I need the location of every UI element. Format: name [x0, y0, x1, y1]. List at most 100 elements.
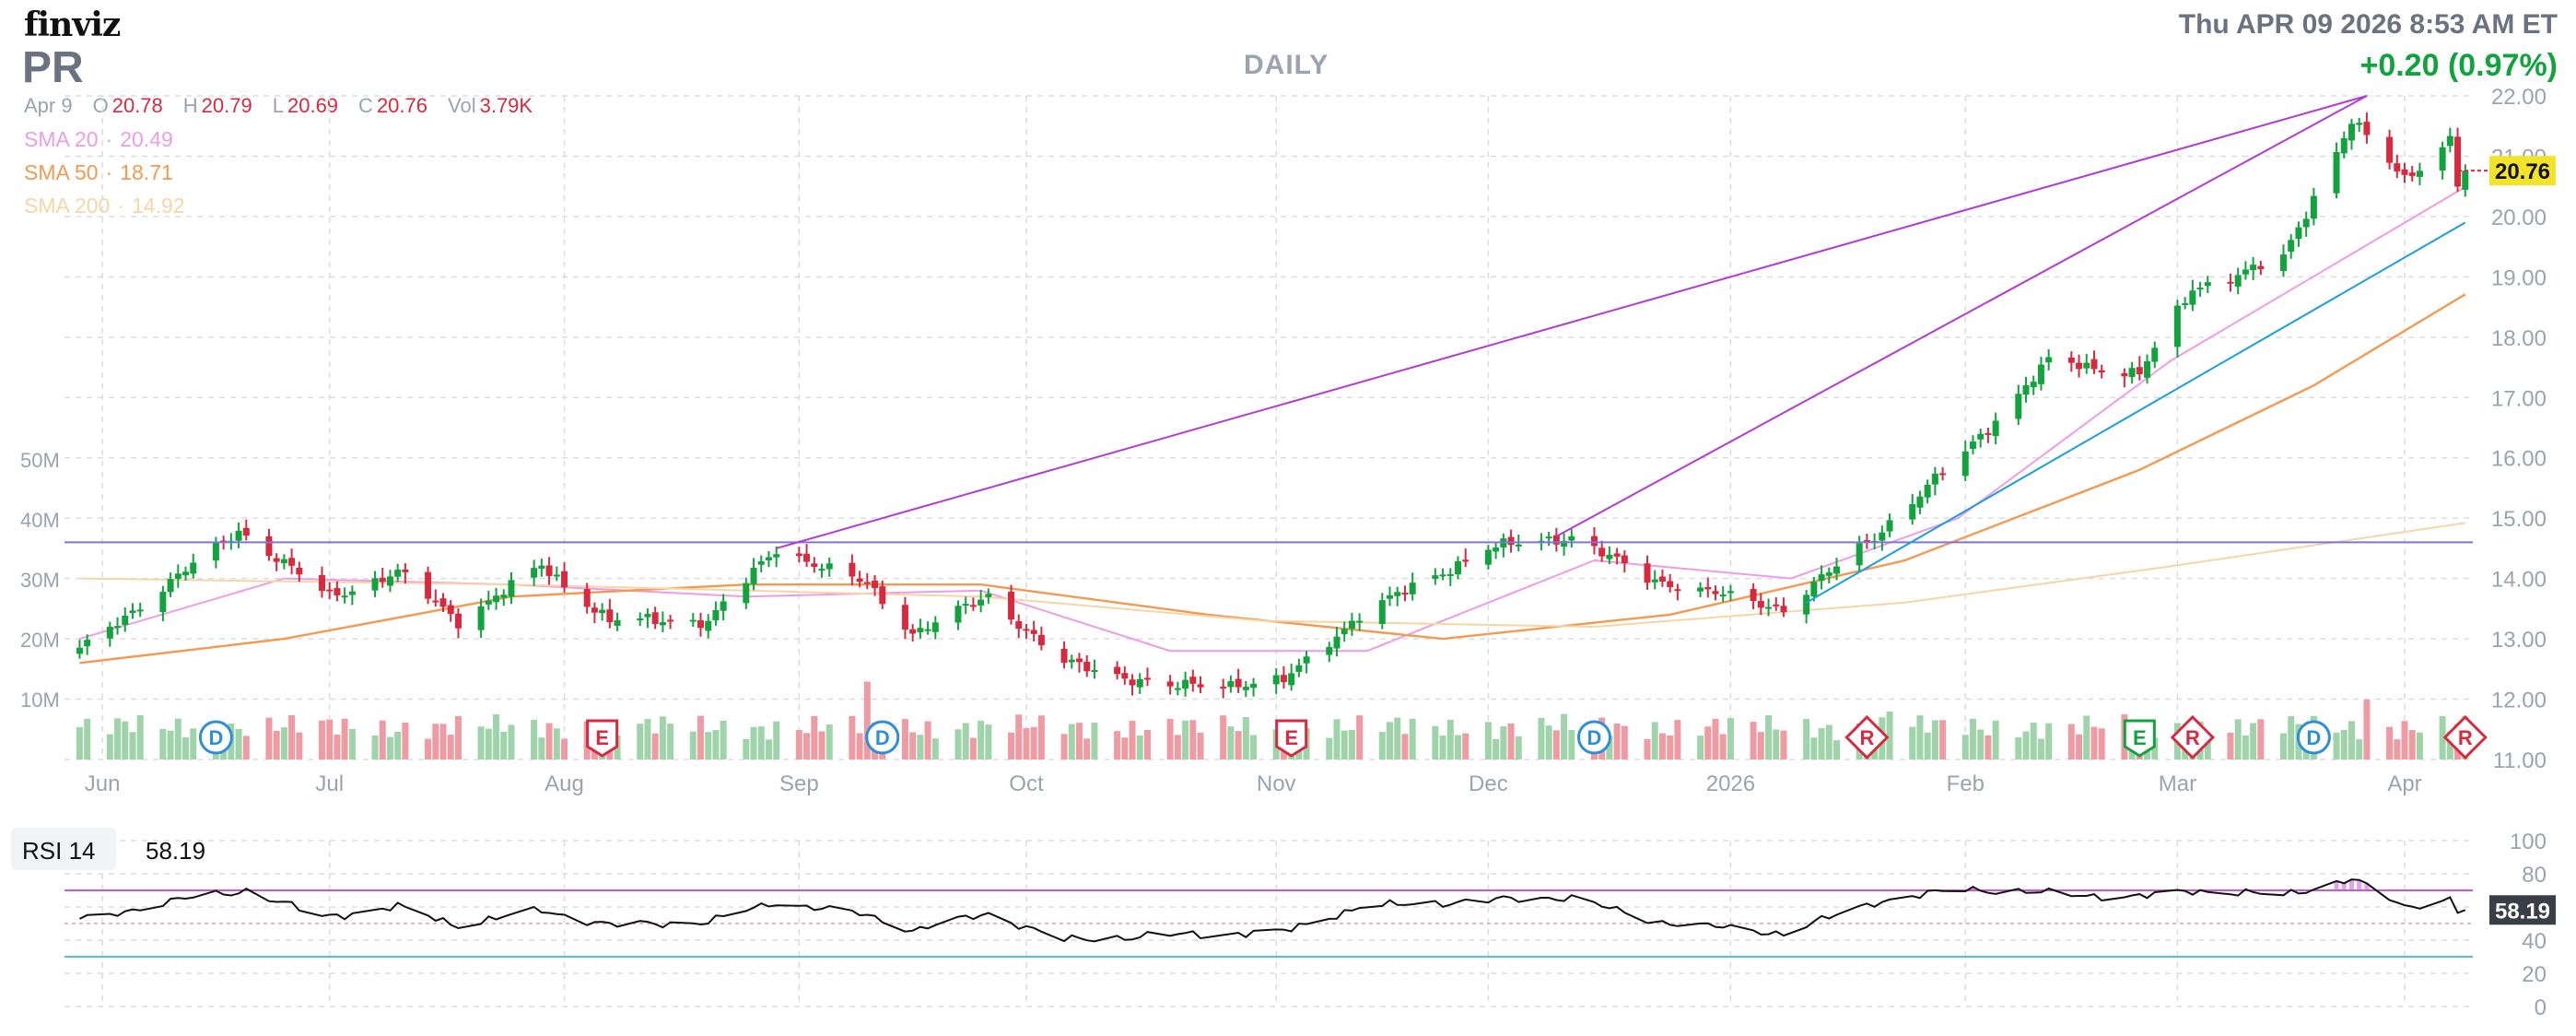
candle-body: [1727, 591, 1734, 594]
candle-body: [190, 562, 197, 574]
candle-body: [1568, 536, 1575, 541]
volume-bar: [1969, 718, 1976, 759]
candle-body: [1825, 572, 1832, 576]
volume-bar: [1712, 718, 1719, 759]
candle-body: [2250, 265, 2257, 271]
volume-bar: [1977, 729, 1985, 759]
volume-bar: [1507, 723, 1515, 759]
volume-bar: [1924, 732, 1931, 759]
high-label: H: [182, 94, 198, 117]
volume-bar: [1825, 724, 1832, 759]
month-tick-label: Aug: [544, 771, 584, 796]
candle-body: [129, 610, 136, 614]
volume-bar: [379, 720, 386, 759]
volume-bar: [651, 733, 659, 759]
candle-body: [909, 629, 917, 634]
candle-body: [1143, 677, 1151, 680]
volume-bar: [182, 736, 190, 759]
rsi-label-box[interactable]: [11, 828, 116, 870]
volume-bar: [2227, 732, 2234, 759]
dividend-marker: [1576, 720, 1611, 755]
sma50-legend[interactable]: SMA 50 · 18.71: [24, 160, 173, 184]
ohlc-date: Apr 9: [24, 94, 73, 117]
candle-body: [2045, 357, 2053, 363]
sma20-legend[interactable]: SMA 20 · 20.49: [24, 127, 173, 151]
volume-bar: [1174, 735, 1181, 759]
candle-body: [1272, 675, 1280, 685]
volume-bar: [454, 715, 462, 759]
candle-body: [1462, 559, 1469, 562]
rsi-value-tag-label: 58.19: [2495, 899, 2550, 924]
candle-body: [818, 569, 825, 571]
volume-tick-label: 20M: [20, 629, 60, 652]
volume-bar: [2234, 719, 2242, 759]
candle-body: [2333, 151, 2340, 194]
candle-body: [1280, 675, 1287, 682]
volume-bar: [1909, 726, 1916, 759]
month-tick-label: Feb: [1947, 771, 1985, 796]
candle-body: [856, 578, 863, 583]
volume-bar: [1765, 714, 1773, 759]
candle-body: [273, 558, 280, 562]
sma20-value: 20.49: [120, 127, 173, 151]
volume-bar: [1227, 726, 1235, 759]
volume-bar: [909, 732, 917, 759]
sma200-value: 14.92: [132, 194, 185, 218]
volume-tick-label: 30M: [20, 569, 60, 592]
candle-body: [432, 600, 439, 603]
volume-bar: [1561, 713, 1568, 759]
price-tick-label: 18.00: [2491, 326, 2547, 351]
volume-bar: [1348, 729, 1355, 759]
candle-body: [1288, 673, 1295, 686]
candle-body: [651, 612, 659, 624]
candle-body: [1545, 536, 1552, 539]
candle-body: [379, 577, 386, 583]
volume-bar: [485, 728, 492, 759]
candle-body: [122, 615, 129, 626]
trendline: [1806, 221, 2466, 604]
volume-bar: [1545, 725, 1552, 759]
month-tick-label: Dec: [1469, 771, 1508, 796]
volume-bar: [743, 738, 750, 759]
volume-bar: [296, 732, 303, 759]
finviz-logo[interactable]: finviz: [24, 6, 121, 44]
volume-bar: [242, 736, 250, 759]
volume-bar: [265, 717, 273, 759]
candle-body: [849, 562, 856, 577]
volume-tick-label: 10M: [20, 689, 60, 712]
volume-bar: [1432, 725, 1439, 759]
candle-body: [1552, 535, 1560, 545]
candle-body: [1023, 629, 1030, 631]
candle-body: [447, 605, 454, 615]
candle-body: [2454, 136, 2462, 187]
candle-body: [1977, 433, 1985, 440]
candle-body: [1356, 620, 1364, 623]
candle-body: [954, 606, 962, 623]
candle-body: [1909, 503, 1916, 520]
sma200-legend[interactable]: SMA 200 · 14.92: [24, 194, 185, 218]
volume-bar: [1068, 724, 1075, 759]
candle-body: [962, 604, 969, 606]
volume-bar: [106, 734, 113, 759]
volume-bar: [84, 718, 91, 759]
volume-bar: [1674, 720, 1681, 759]
candle-body: [500, 595, 508, 598]
candle-body: [531, 568, 538, 578]
candle-body: [1235, 678, 1242, 688]
candle-body: [2121, 372, 2128, 377]
candle-body: [1348, 620, 1355, 630]
volume-bar: [1242, 717, 1249, 759]
candle-body: [1780, 606, 1787, 613]
candle-body: [917, 628, 924, 632]
volume-bar: [371, 735, 379, 759]
candle-body: [1121, 673, 1129, 679]
candle-body: [1658, 576, 1666, 583]
volume-bar: [1189, 720, 1197, 759]
volume-bar: [811, 716, 818, 759]
volume-bar: [1409, 718, 1416, 759]
volume-bar: [962, 723, 969, 759]
candle-body: [1879, 532, 1886, 541]
candle-body: [599, 609, 606, 614]
volume-bar: [1886, 712, 1893, 759]
